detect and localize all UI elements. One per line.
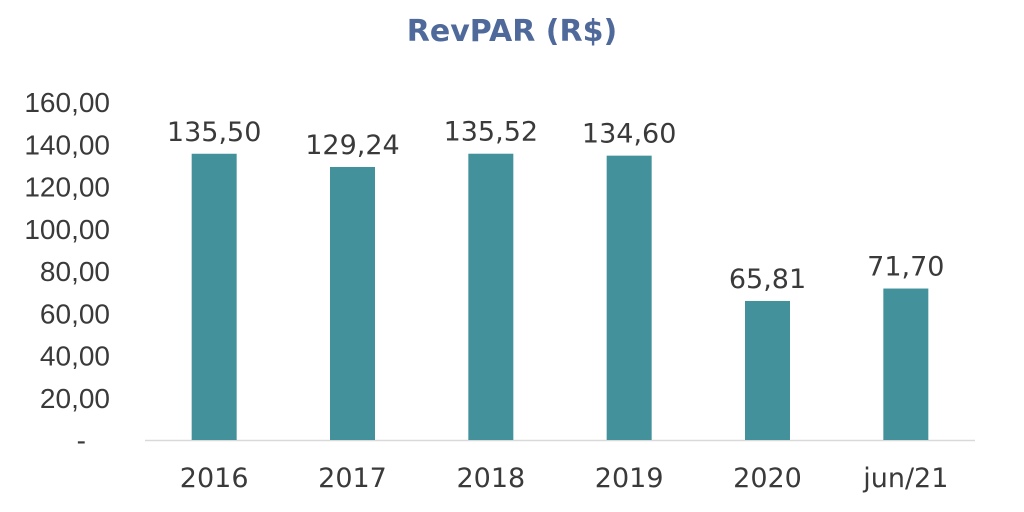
data-label: 65,81 bbox=[729, 264, 806, 295]
bar-2017 bbox=[330, 166, 375, 440]
y-axis-ticks: - 20,00 40,00 60,00 80,00 100,00 120,00 140,00 1… bbox=[24, 87, 110, 456]
bar-jun-21 bbox=[883, 288, 929, 440]
y-tick-label: 100,00 bbox=[24, 214, 110, 245]
data-label: 135,50 bbox=[167, 117, 261, 148]
bar-2016 bbox=[191, 153, 237, 440]
x-tick-label: 2019 bbox=[595, 463, 664, 494]
y-tick-label: - bbox=[77, 425, 86, 456]
y-tick-label: 60,00 bbox=[40, 298, 110, 329]
y-tick-label: 160,00 bbox=[24, 87, 110, 118]
x-tick-label: 2016 bbox=[180, 463, 249, 494]
chart-title: RevPAR (R$) bbox=[406, 14, 618, 49]
data-label: 71,70 bbox=[867, 252, 944, 283]
x-tick-label: 2020 bbox=[733, 463, 802, 494]
category-labels: 2016 2017 2018 2019 2020 jun/21 bbox=[180, 463, 949, 494]
data-label: 134,60 bbox=[582, 119, 676, 150]
x-tick-label: jun/21 bbox=[862, 463, 948, 494]
data-label: 135,52 bbox=[444, 117, 538, 148]
y-tick-label: 120,00 bbox=[24, 172, 110, 203]
bar-2018 bbox=[468, 153, 514, 441]
bar-2019 bbox=[606, 155, 652, 440]
x-tick-label: 2017 bbox=[318, 463, 387, 494]
data-labels: 135,50 129,24 135,52 134,60 65,81 71,70 bbox=[167, 117, 945, 295]
y-tick-label: 20,00 bbox=[40, 383, 110, 414]
data-label: 129,24 bbox=[305, 130, 399, 161]
y-tick-label: 40,00 bbox=[40, 341, 110, 372]
bar-2020 bbox=[745, 300, 790, 440]
y-tick-label: 80,00 bbox=[40, 256, 110, 287]
bars bbox=[191, 153, 929, 441]
y-tick-label: 140,00 bbox=[24, 129, 110, 160]
x-tick-label: 2018 bbox=[456, 463, 525, 494]
